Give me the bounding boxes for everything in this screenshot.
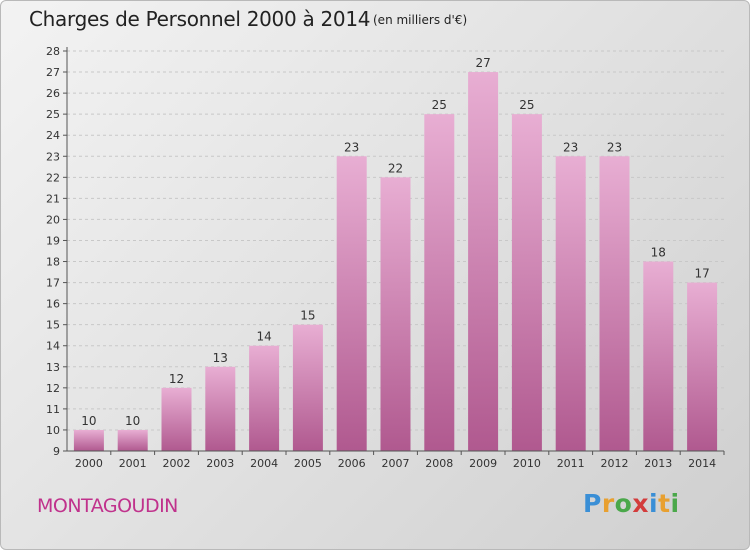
x-tick-label: 2002 xyxy=(163,457,191,470)
bar-value-label: 27 xyxy=(475,56,490,70)
bar xyxy=(687,282,718,451)
bar xyxy=(292,324,323,451)
logo-letter: o xyxy=(614,489,633,518)
x-tick-label: 2014 xyxy=(688,457,716,470)
bar xyxy=(555,156,586,451)
y-tick-label: 22 xyxy=(46,171,60,184)
x-tick-label: 2008 xyxy=(425,457,453,470)
x-tick-label: 2000 xyxy=(75,457,103,470)
x-tick-label: 2012 xyxy=(601,457,629,470)
bar-value-label: 22 xyxy=(388,161,403,175)
logo-letter: i xyxy=(670,489,680,518)
y-tick-label: 23 xyxy=(46,150,60,163)
bar xyxy=(424,114,455,451)
x-tick-label: 2010 xyxy=(513,457,541,470)
bar xyxy=(336,156,367,451)
y-tick-label: 20 xyxy=(46,213,60,226)
bar-value-label: 17 xyxy=(694,267,709,281)
y-tick-label: 18 xyxy=(46,256,60,269)
y-tick-label: 12 xyxy=(46,382,60,395)
bar xyxy=(468,72,499,451)
y-tick-label: 25 xyxy=(46,108,60,121)
x-tick-label: 2001 xyxy=(119,457,147,470)
y-tick-label: 26 xyxy=(46,87,60,100)
logo-letter: P xyxy=(583,489,602,518)
y-tick-label: 11 xyxy=(46,403,60,416)
bar-value-label: 23 xyxy=(607,140,622,154)
x-tick-label: 2006 xyxy=(338,457,366,470)
bars: 10 10 12 13 14 15 23 22 25 27 25 23 23 18 17 xyxy=(73,56,718,451)
bar-value-label: 23 xyxy=(563,140,578,154)
proxiti-logo[interactable]: Proxiti xyxy=(583,489,680,518)
bar xyxy=(161,387,192,451)
bar-value-label: 10 xyxy=(81,414,96,428)
logo-letter: x xyxy=(632,489,649,518)
x-tick-label: 2011 xyxy=(557,457,585,470)
y-tick-label: 17 xyxy=(46,277,60,290)
logo-letter: i xyxy=(649,489,659,518)
bar-value-label: 10 xyxy=(125,414,140,428)
y-tick-label: 16 xyxy=(46,298,60,311)
commune-name: MONTAGOUDIN xyxy=(37,495,178,517)
bar xyxy=(205,366,236,451)
logo-letter: t xyxy=(658,489,671,518)
bar-value-label: 23 xyxy=(344,140,359,154)
bar xyxy=(73,429,104,451)
y-tick-label: 10 xyxy=(46,424,60,437)
x-tick-label: 2003 xyxy=(206,457,234,470)
y-tick-label: 14 xyxy=(46,340,60,353)
bar xyxy=(380,177,411,451)
y-tick-label: 24 xyxy=(46,129,60,142)
y-tick-label: 9 xyxy=(53,445,60,458)
bar xyxy=(511,114,542,451)
bar xyxy=(117,429,148,451)
y-tick-label: 15 xyxy=(46,319,60,332)
chart-title: Charges de Personnel 2000 à 2014 xyxy=(29,7,371,31)
y-tick-label: 21 xyxy=(46,192,60,205)
y-axis: 9 10 11 12 13 14 15 16 17 18 19 20 21 22 23 24 25 26 27 28 xyxy=(46,45,68,458)
bar xyxy=(599,156,630,451)
x-axis: 2000 2001 2002 2003 2004 2005 2006 2007 2008 2009… xyxy=(67,450,725,470)
y-tick-label: 28 xyxy=(46,45,60,58)
y-tick-label: 19 xyxy=(46,234,60,247)
x-tick-label: 2009 xyxy=(469,457,497,470)
bar xyxy=(249,345,280,451)
bar xyxy=(643,261,674,451)
y-tick-label: 13 xyxy=(46,361,60,374)
logo-letter: r xyxy=(601,489,615,518)
bar-value-label: 15 xyxy=(300,309,315,323)
bar-value-label: 13 xyxy=(213,351,228,365)
x-tick-label: 2005 xyxy=(294,457,322,470)
y-tick-label: 27 xyxy=(46,66,60,79)
x-tick-label: 2004 xyxy=(250,457,278,470)
x-tick-label: 2007 xyxy=(382,457,410,470)
bar-value-label: 14 xyxy=(256,330,271,344)
unit-note: (en milliers d'€) xyxy=(373,13,468,27)
bar-value-label: 18 xyxy=(651,246,666,260)
bar-value-label: 25 xyxy=(432,98,447,112)
x-tick-label: 2013 xyxy=(644,457,672,470)
bar-value-label: 12 xyxy=(169,372,184,386)
bar-value-label: 25 xyxy=(519,98,534,112)
